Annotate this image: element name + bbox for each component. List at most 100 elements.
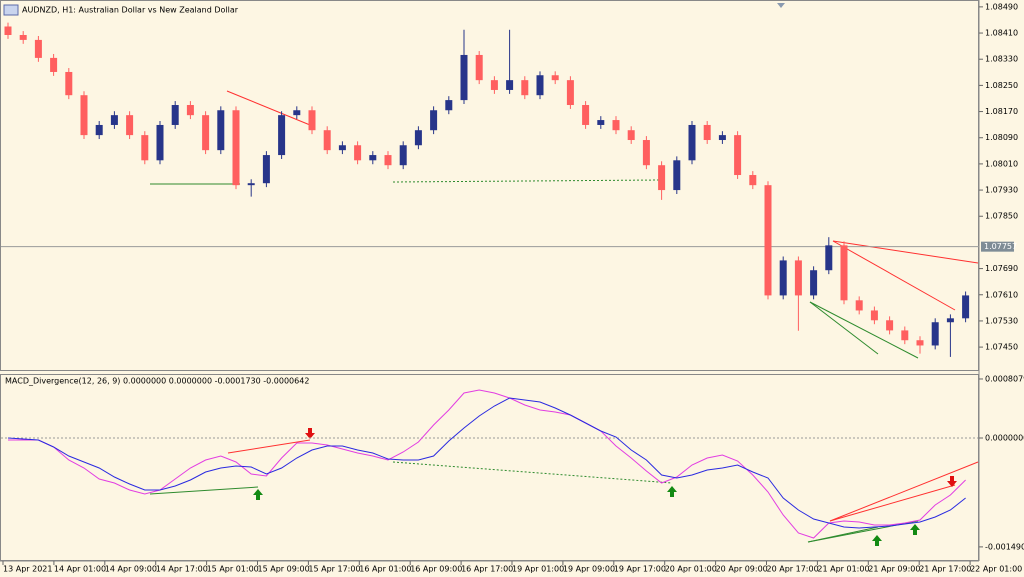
- y-tick-label: 1.08170: [985, 107, 1018, 116]
- candle-body: [354, 145, 362, 161]
- candle-body: [156, 124, 164, 161]
- candle-body: [566, 80, 574, 106]
- candle-body: [658, 165, 666, 191]
- candle-body: [931, 322, 939, 346]
- candle-body: [430, 110, 438, 131]
- candle-body: [870, 310, 878, 321]
- bull-divergence: [149, 486, 259, 495]
- candle-body: [718, 135, 726, 141]
- bear-divergence: [226, 90, 311, 126]
- sell-arrow: [305, 428, 315, 439]
- candle-body: [65, 71, 73, 96]
- candle-body: [642, 140, 650, 166]
- candle-body: [95, 124, 103, 136]
- candle-body: [399, 145, 407, 166]
- candle-body: [186, 105, 194, 116]
- x-tick-label: 21 Apr 17:00: [919, 565, 971, 574]
- candle-body: [506, 80, 514, 90]
- candle-body: [901, 330, 909, 341]
- current-price-label: 1.07757: [984, 242, 1017, 251]
- candle-body: [749, 175, 757, 186]
- candle-body: [490, 80, 498, 90]
- bear-divergence: [829, 484, 956, 522]
- hidden-divergence: [392, 461, 673, 484]
- candle-body: [597, 120, 605, 125]
- candle-body: [19, 35, 27, 40]
- x-tick-label: 21 Apr 09:00: [868, 565, 920, 574]
- y-tick-label: 1.07450: [985, 343, 1018, 352]
- y-tick-label: 1.07850: [985, 212, 1018, 221]
- x-tick-label: 15 Apr 01:00: [207, 565, 259, 574]
- candle-body: [734, 135, 742, 176]
- candle-body: [962, 295, 970, 319]
- buy-arrow: [253, 489, 263, 500]
- candle-body: [460, 54, 468, 101]
- candle-body: [764, 185, 772, 296]
- candle-body: [217, 110, 225, 151]
- candle-body: [794, 260, 802, 296]
- candle-body: [247, 183, 255, 186]
- candle-body: [232, 110, 240, 186]
- x-tick-label: 22 Apr 01:00: [970, 565, 1022, 574]
- sell-arrow: [947, 476, 957, 487]
- y-tick-label: 1.07930: [985, 186, 1018, 195]
- candle-body: [262, 155, 270, 184]
- candle-body: [34, 39, 42, 58]
- candle-body: [80, 95, 88, 136]
- candle-body: [384, 155, 392, 166]
- x-tick-label: 14 Apr 09:00: [105, 565, 157, 574]
- y-tick-label: 0.0000000: [985, 433, 1024, 442]
- x-tick-label: 16 Apr 01:00: [359, 565, 411, 574]
- y-tick-label: 1.08490: [985, 2, 1018, 11]
- buy-arrow: [872, 535, 882, 546]
- candle-body: [946, 318, 954, 323]
- bear-divergence: [829, 461, 979, 522]
- candle-body: [536, 75, 544, 96]
- candle-body: [703, 124, 711, 141]
- y-tick-label: 1.08250: [985, 81, 1018, 90]
- candle-body: [141, 135, 149, 161]
- candle-body: [886, 320, 894, 331]
- current-price-box: [981, 241, 1014, 252]
- x-tick-label: 14 Apr 01:00: [54, 565, 106, 574]
- candle-body: [582, 105, 590, 125]
- buy-arrow: [910, 524, 920, 535]
- candle-body: [4, 26, 12, 36]
- y-tick-label: 1.08010: [985, 159, 1018, 168]
- candle-body: [825, 245, 833, 271]
- candle-body: [810, 270, 818, 296]
- hidden-divergence: [392, 179, 661, 183]
- y-tick-label: 0.0008079: [985, 374, 1024, 383]
- candle-body: [126, 115, 134, 136]
- candle-body: [323, 130, 331, 151]
- signal-arrows: [253, 428, 957, 546]
- candle-body: [779, 260, 787, 296]
- y-tick-label: 1.07610: [985, 290, 1018, 299]
- candle-body: [293, 110, 301, 116]
- candle-body: [171, 105, 179, 125]
- candle-body: [50, 57, 58, 72]
- indicator-title: MACD_Divergence(12, 26, 9) 0.0000000 0.0…: [5, 377, 309, 386]
- x-tick-label: 15 Apr 17:00: [308, 565, 360, 574]
- x-tick-label: 16 Apr 09:00: [410, 565, 462, 574]
- candle-body: [855, 300, 863, 311]
- shift-marker[interactable]: [777, 3, 785, 8]
- candle-body: [551, 75, 559, 81]
- bull-divergence: [809, 301, 879, 355]
- buy-arrow: [667, 486, 677, 497]
- chart-title: AUDNZD, H1: Australian Dollar vs New Zea…: [22, 6, 239, 15]
- x-tick-label: 20 Apr 17:00: [767, 565, 819, 574]
- bear-divergence: [227, 439, 311, 454]
- candle-body: [612, 120, 620, 131]
- candle-body: [627, 130, 635, 141]
- symbol-icon[interactable]: [3, 4, 19, 16]
- x-tick-label: 15 Apr 09:00: [258, 565, 310, 574]
- bull-divergence: [809, 301, 919, 359]
- candle-body: [202, 115, 210, 151]
- y-tick-label: 1.07690: [985, 264, 1018, 273]
- x-tick-label: 21 Apr 01:00: [817, 565, 869, 574]
- x-tick-label: 20 Apr 09:00: [716, 565, 768, 574]
- candle-body: [475, 54, 483, 81]
